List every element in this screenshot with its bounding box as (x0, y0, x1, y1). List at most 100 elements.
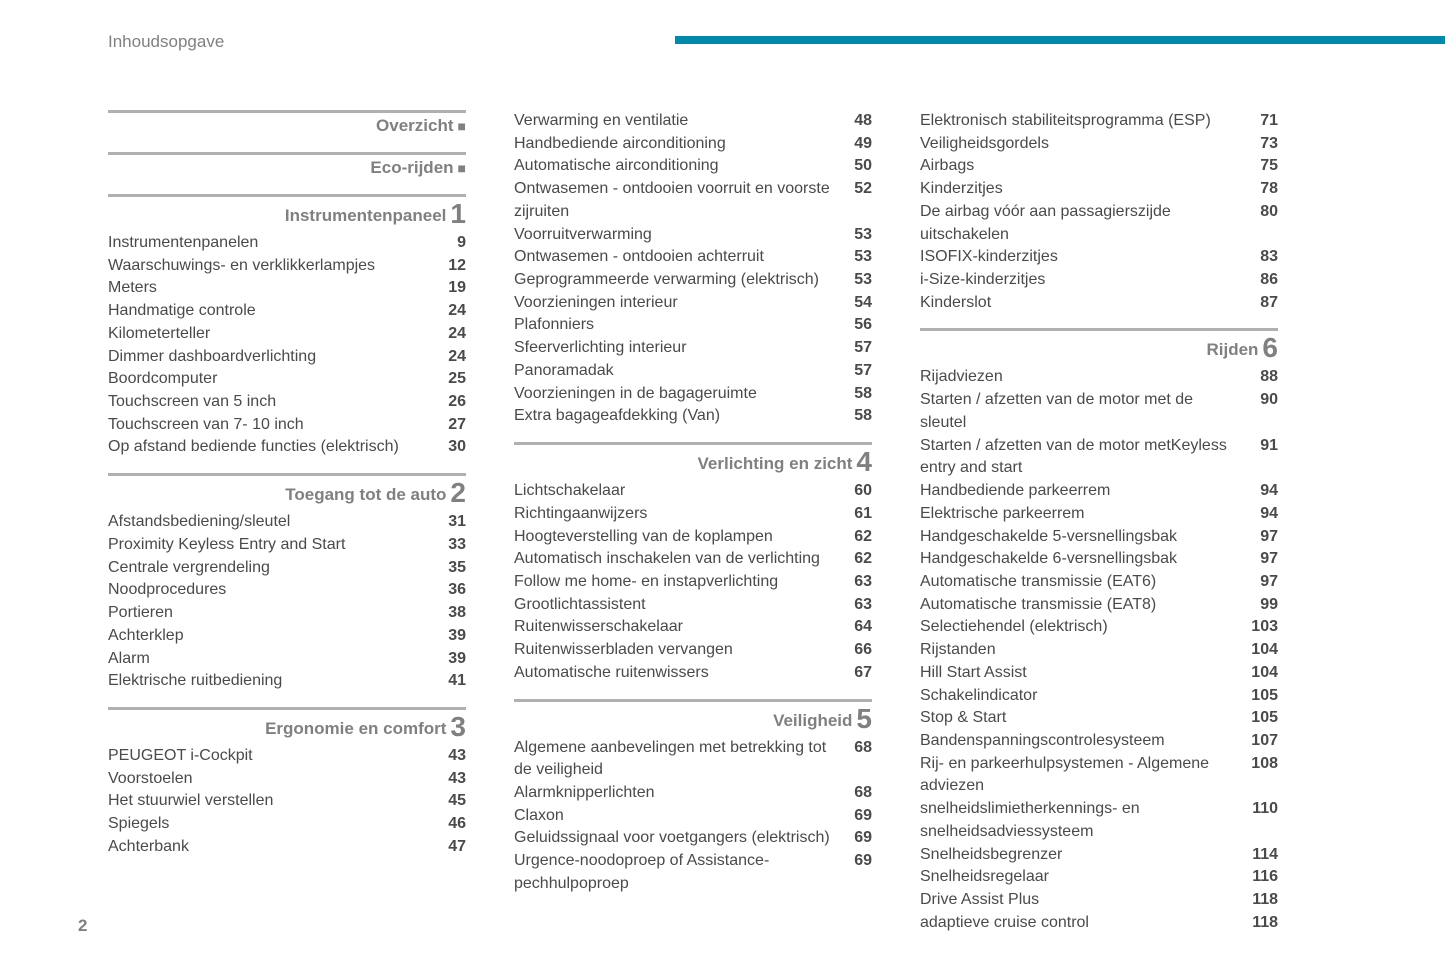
toc-entry[interactable]: Plafonniers56 (514, 314, 872, 337)
toc-entry-label: Elektrische parkeerrem (920, 503, 1238, 526)
toc-entry[interactable]: Schakelindicator105 (920, 685, 1278, 708)
toc-entry[interactable]: Spiegels46 (108, 813, 466, 836)
toc-entry[interactable]: i-Size-kinderzitjes86 (920, 269, 1278, 292)
toc-entry-page: 58 (832, 383, 872, 406)
toc-entry-label: Verwarming en ventilatie (514, 110, 832, 133)
section-header: Toegang tot de auto2 (108, 473, 466, 507)
toc-entry-page: 107 (1238, 730, 1278, 753)
toc-entry[interactable]: Portieren38 (108, 602, 466, 625)
toc-entry[interactable]: PEUGEOT i-Cockpit43 (108, 745, 466, 768)
toc-entry[interactable]: Handmatige controle24 (108, 300, 466, 323)
toc-entry[interactable]: Algemene aanbevelingen met betrekking to… (514, 737, 872, 782)
toc-entry[interactable]: Meters19 (108, 277, 466, 300)
toc-entry[interactable]: Rij- en parkeerhulpsystemen - Algemene a… (920, 753, 1278, 798)
toc-entry[interactable]: Grootlichtassistent63 (514, 594, 872, 617)
toc-entry[interactable]: Automatisch inschakelen van de verlichti… (514, 548, 872, 571)
toc-entry[interactable]: Centrale vergrendeling35 (108, 557, 466, 580)
toc-entry[interactable]: Geprogrammeerde verwarming (elektrisch)5… (514, 269, 872, 292)
toc-entry[interactable]: adaptieve cruise control118 (920, 912, 1278, 935)
toc-entry[interactable]: Elektrische ruitbediening41 (108, 670, 466, 693)
toc-entry[interactable]: Ontwasemen - ontdooien achterruit53 (514, 246, 872, 269)
toc-entry[interactable]: Afstandsbediening/sleutel31 (108, 511, 466, 534)
toc-entry[interactable]: Lichtschakelaar60 (514, 480, 872, 503)
toc-entry[interactable]: Richtingaanwijzers61 (514, 503, 872, 526)
toc-entry[interactable]: Automatische transmissie (EAT8)99 (920, 594, 1278, 617)
toc-entry-label: Automatische airconditioning (514, 155, 832, 178)
toc-columns: Overzicht■Eco-rijden■Instrumentenpaneel1… (0, 30, 1445, 934)
toc-entry[interactable]: snelheidslimietherkennings- en snelheids… (920, 798, 1278, 843)
toc-entry[interactable]: Handbediende parkeerrem94 (920, 480, 1278, 503)
toc-entry[interactable]: Hill Start Assist104 (920, 662, 1278, 685)
toc-entry[interactable]: Op afstand bediende functies (elektrisch… (108, 436, 466, 459)
toc-entry[interactable]: Verwarming en ventilatie48 (514, 110, 872, 133)
toc-entry[interactable]: Hoogteverstelling van de koplampen62 (514, 526, 872, 549)
toc-entry[interactable]: Voorzieningen interieur54 (514, 292, 872, 315)
toc-entry[interactable]: Elektronisch stabiliteitsprogramma (ESP)… (920, 110, 1278, 133)
toc-entry-page: 52 (832, 178, 872, 201)
toc-entry[interactable]: Achterklep39 (108, 625, 466, 648)
toc-entry[interactable]: Veiligheidsgordels73 (920, 133, 1278, 156)
toc-entry[interactable]: Achterbank47 (108, 836, 466, 859)
toc-entry[interactable]: Instrumentenpanelen9 (108, 232, 466, 255)
toc-entry[interactable]: Starten / afzetten van de motor metKeyle… (920, 435, 1278, 480)
toc-entry[interactable]: Kilometerteller24 (108, 323, 466, 346)
toc-entry[interactable]: Claxon69 (514, 805, 872, 828)
toc-entry[interactable]: Touchscreen van 5 inch26 (108, 391, 466, 414)
toc-entry[interactable]: Kinderzitjes78 (920, 178, 1278, 201)
toc-entry[interactable]: Snelheidsbegrenzer114 (920, 844, 1278, 867)
toc-entry[interactable]: Sfeerverlichting interieur57 (514, 337, 872, 360)
toc-entry[interactable]: Automatische transmissie (EAT6)97 (920, 571, 1278, 594)
toc-entry[interactable]: Alarm39 (108, 648, 466, 671)
toc-entry[interactable]: Panoramadak57 (514, 360, 872, 383)
toc-entry[interactable]: Ontwasemen - ontdooien voorruit en voors… (514, 178, 872, 223)
toc-entry-page: 94 (1238, 480, 1278, 503)
toc-entry-page: 97 (1238, 526, 1278, 549)
toc-entry[interactable]: Urgence-noodoproep of Assistance-pechhul… (514, 850, 872, 895)
toc-entry[interactable]: Handgeschakelde 5-versnellingsbak97 (920, 526, 1278, 549)
toc-entry[interactable]: Follow me home- en instapverlichting63 (514, 571, 872, 594)
toc-entry[interactable]: Boordcomputer25 (108, 368, 466, 391)
section-header: Instrumentenpaneel1 (108, 194, 466, 228)
toc-entry[interactable]: Selectiehendel (elektrisch)103 (920, 616, 1278, 639)
toc-entry-label: Kinderzitjes (920, 178, 1238, 201)
toc-entry[interactable]: Noodprocedures36 (108, 579, 466, 602)
toc-entry[interactable]: Proximity Keyless Entry and Start33 (108, 534, 466, 557)
toc-entry[interactable]: Waarschuwings- en verklikkerlampjes12 (108, 255, 466, 278)
toc-entry[interactable]: Touchscreen van 7- 10 inch27 (108, 414, 466, 437)
toc-entry[interactable]: De airbag vóór aan passagierszijde uitsc… (920, 201, 1278, 246)
toc-entry[interactable]: Handgeschakelde 6-versnellingsbak97 (920, 548, 1278, 571)
toc-entry[interactable]: Starten / afzetten van de motor met de s… (920, 389, 1278, 434)
toc-entry[interactable]: Extra bagageafdekking (Van)58 (514, 405, 872, 428)
toc-entry[interactable]: Geluidssignaal voor voetgangers (elektri… (514, 827, 872, 850)
toc-entry[interactable]: Bandenspanningscontrolesysteem107 (920, 730, 1278, 753)
toc-entry-label: Kinderslot (920, 292, 1238, 315)
toc-entry[interactable]: Ruitenwisserschakelaar64 (514, 616, 872, 639)
toc-entry[interactable]: Voorruitverwarming53 (514, 224, 872, 247)
toc-entry[interactable]: Handbediende airconditioning49 (514, 133, 872, 156)
toc-entry[interactable]: Ruitenwisserbladen vervangen66 (514, 639, 872, 662)
toc-entry-page: 54 (832, 292, 872, 315)
toc-entry[interactable]: Drive Assist Plus118 (920, 889, 1278, 912)
toc-entry-label: snelheidslimietherkennings- en snelheids… (920, 798, 1238, 843)
toc-entry-page: 33 (426, 534, 466, 557)
toc-entry[interactable]: Alarmknipperlichten68 (514, 782, 872, 805)
toc-entry[interactable]: Stop & Start105 (920, 707, 1278, 730)
toc-entry-label: Ruitenwisserbladen vervangen (514, 639, 832, 662)
toc-entry[interactable]: Automatische ruitenwissers67 (514, 662, 872, 685)
toc-entry-page: 91 (1238, 435, 1278, 458)
header-bar (675, 36, 1445, 44)
toc-entry[interactable]: ISOFIX-kinderzitjes83 (920, 246, 1278, 269)
toc-entry[interactable]: Voorstoelen43 (108, 768, 466, 791)
toc-entry[interactable]: Kinderslot87 (920, 292, 1278, 315)
toc-entry[interactable]: Automatische airconditioning50 (514, 155, 872, 178)
toc-entry[interactable]: Airbags75 (920, 155, 1278, 178)
toc-entry[interactable]: Dimmer dashboardverlichting24 (108, 346, 466, 369)
toc-entry[interactable]: Snelheidsregelaar116 (920, 866, 1278, 889)
section-number: 4 (856, 448, 872, 476)
section-title: Instrumentenpaneel (285, 206, 447, 228)
toc-entry[interactable]: Rijadviezen88 (920, 366, 1278, 389)
toc-entry[interactable]: Elektrische parkeerrem94 (920, 503, 1278, 526)
toc-entry[interactable]: Voorzieningen in de bagageruimte58 (514, 383, 872, 406)
toc-entry[interactable]: Het stuurwiel verstellen45 (108, 790, 466, 813)
toc-entry[interactable]: Rijstanden104 (920, 639, 1278, 662)
